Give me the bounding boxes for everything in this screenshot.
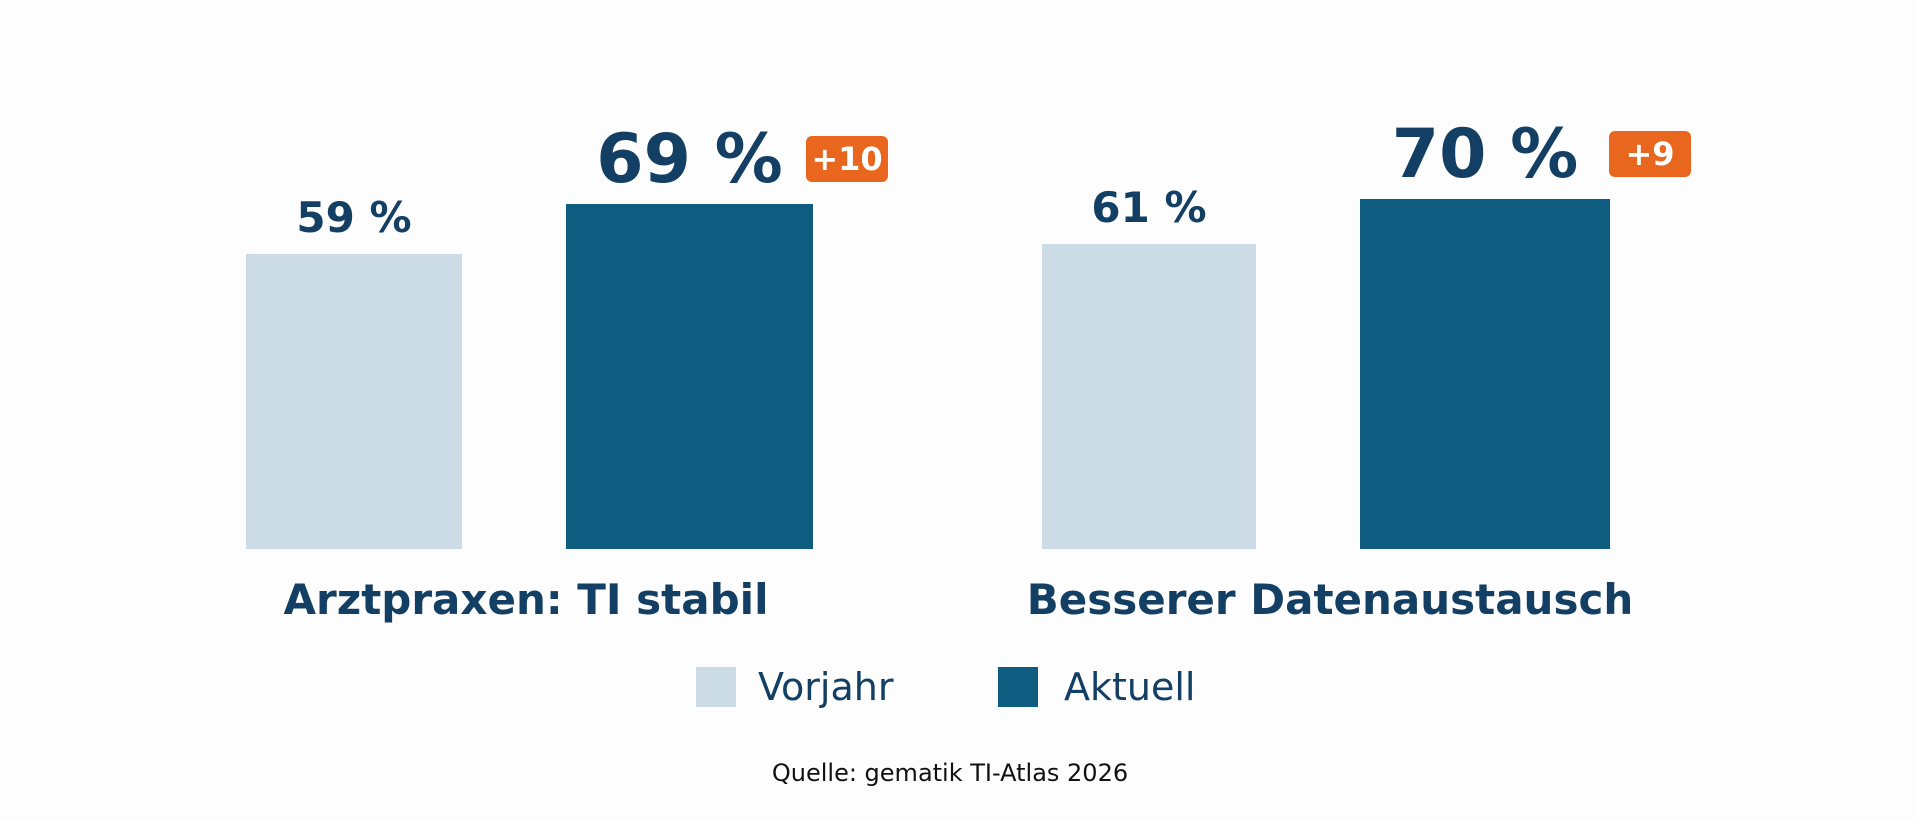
legend-swatch-aktuell [998,667,1038,707]
data-label-datenaustausch-vorjahr: 61 % [1091,183,1206,232]
category-label-arztpraxen: Arztpraxen: TI stabil [284,575,769,624]
data-label-arztpraxen-vorjahr: 59 % [296,193,411,242]
delta-badge-arztpraxen: +10 [806,136,888,182]
category-label-datenaustausch: Besserer Datenaustausch [1027,575,1634,624]
delta-badge-text-arztpraxen: +10 [811,140,882,178]
data-label-datenaustausch-aktuell: 70 % [1392,115,1578,194]
legend-label-aktuell: Aktuell [1064,665,1195,709]
bar-datenaustausch-vorjahr [1042,244,1256,549]
legend: Vorjahr Aktuell [696,665,1195,709]
bar-datenaustausch-aktuell [1360,199,1610,549]
source-note: Quelle: gematik TI-Atlas 2026 [772,759,1128,787]
bar-arztpraxen-vorjahr [246,254,462,549]
legend-label-vorjahr: Vorjahr [758,665,894,709]
legend-swatch-vorjahr [696,667,736,707]
bar-arztpraxen-aktuell [566,204,813,549]
delta-badge-datenaustausch: +9 [1609,131,1691,177]
data-label-arztpraxen-aktuell: 69 % [596,120,782,199]
delta-badge-text-datenaustausch: +9 [1625,135,1674,173]
